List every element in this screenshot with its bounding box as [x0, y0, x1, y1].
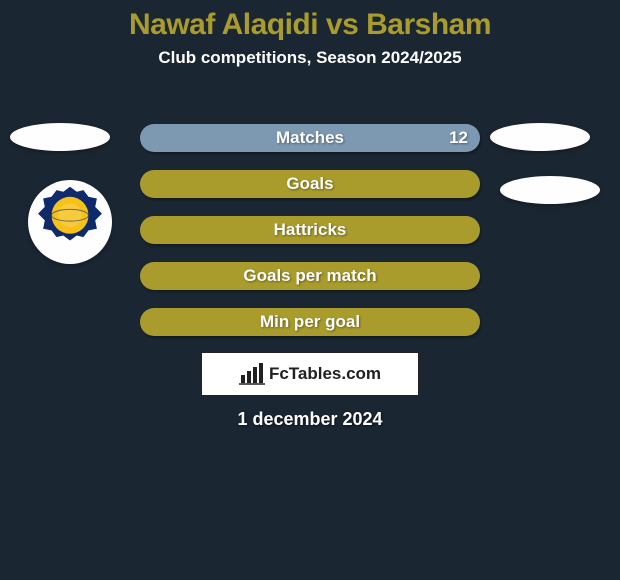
club-badge-left — [28, 180, 112, 264]
stat-row: Goals — [140, 170, 480, 198]
stat-label: Goals per match — [243, 266, 376, 286]
player-right-avatar — [490, 123, 590, 151]
page-subtitle: Club competitions, Season 2024/2025 — [0, 48, 620, 68]
stat-label: Hattricks — [274, 220, 347, 240]
player-left-avatar — [10, 123, 110, 151]
stat-label: Min per goal — [260, 312, 360, 332]
stat-label: Matches — [276, 128, 344, 148]
attribution-text: FcTables.com — [269, 364, 381, 384]
stats-table: Matches 12 Goals Hattricks Goals per match Mi… — [140, 124, 480, 354]
club-crest-icon — [28, 180, 112, 264]
bar-chart-icon — [239, 363, 265, 385]
club-badge-right — [500, 176, 600, 204]
stat-row: Goals per match — [140, 262, 480, 290]
stat-label: Goals — [286, 174, 333, 194]
comparison-card: Nawaf Alaqidi vs Barsham Club competitio… — [0, 0, 620, 580]
stat-row: Hattricks — [140, 216, 480, 244]
stat-value-right: 12 — [449, 128, 468, 148]
attribution-box: FcTables.com — [201, 352, 419, 396]
page-title: Nawaf Alaqidi vs Barsham — [0, 0, 620, 42]
stat-row: Min per goal — [140, 308, 480, 336]
stat-row: Matches 12 — [140, 124, 480, 152]
snapshot-date: 1 december 2024 — [0, 409, 620, 430]
